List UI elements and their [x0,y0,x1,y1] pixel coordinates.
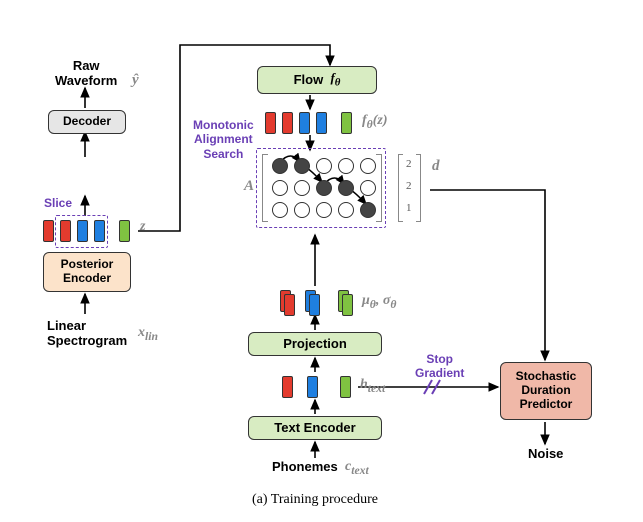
a-circle [338,158,354,174]
text-encoder-box: Text Encoder [248,416,382,440]
projection-box: Projection [248,332,382,356]
fz-token [299,112,310,134]
linear-spectrogram-label: LinearSpectrogram [47,318,127,348]
a-circle [294,158,310,174]
f-theta-z-label: fθ(z) [362,113,388,131]
a-circle [272,202,288,218]
fz-token [341,112,352,134]
posterior-encoder-box: PosteriorEncoder [43,252,131,292]
z-label: z [140,219,145,235]
a-circle [316,158,332,174]
h-text-label: htext [360,377,385,395]
stop-gradient-label: StopGradient [415,352,464,381]
fz-token [316,112,327,134]
flow-text: Flow [294,73,324,88]
d-bracket-left [398,154,403,222]
raw-waveform-label: RawWaveform [55,58,117,88]
figure-caption: (a) Training procedure [252,492,378,508]
a-bracket-right [376,154,382,222]
d-label: d [432,158,440,175]
f-theta-text: fθ [330,71,340,89]
a-circle [360,180,376,196]
a-circle [360,158,376,174]
z-token [60,220,71,242]
mu-sigma-label: μθ, σθ [362,293,396,311]
a-circle [294,202,310,218]
a-matrix-label: A [244,178,254,195]
decoder-box: Decoder [48,110,126,134]
c-text-label: ctext [345,459,369,477]
d-value: 2 [406,158,412,170]
y-hat-label: ŷ [132,72,139,89]
htext-token [282,376,293,398]
mu-token [284,294,295,316]
a-circle [360,202,376,218]
htext-token [340,376,351,398]
stochastic-duration-predictor-box: StochasticDurationPredictor [500,362,592,420]
d-value: 2 [406,180,412,192]
a-circle [272,158,288,174]
fz-token [282,112,293,134]
fz-token [265,112,276,134]
mu-token [309,294,320,316]
htext-token [307,376,318,398]
phonemes-label: Phonemes [272,459,338,474]
slice-label: Slice [44,196,72,210]
z-token [77,220,88,242]
a-circle [316,180,332,196]
a-bracket-left [262,154,268,222]
monotonic-alignment-label: MonotonicAlignmentSearch [193,118,254,161]
a-circle [338,180,354,196]
d-value: 1 [406,202,412,214]
noise-label: Noise [528,446,563,461]
a-circle [316,202,332,218]
z-token [119,220,130,242]
a-circle [272,180,288,196]
z-token [94,220,105,242]
a-circle [338,202,354,218]
z-token [43,220,54,242]
d-bracket-right [416,154,421,222]
flow-box: Flow fθ [257,66,377,94]
x-lin-label: xlin [138,325,158,343]
a-circle [294,180,310,196]
mu-token [342,294,353,316]
